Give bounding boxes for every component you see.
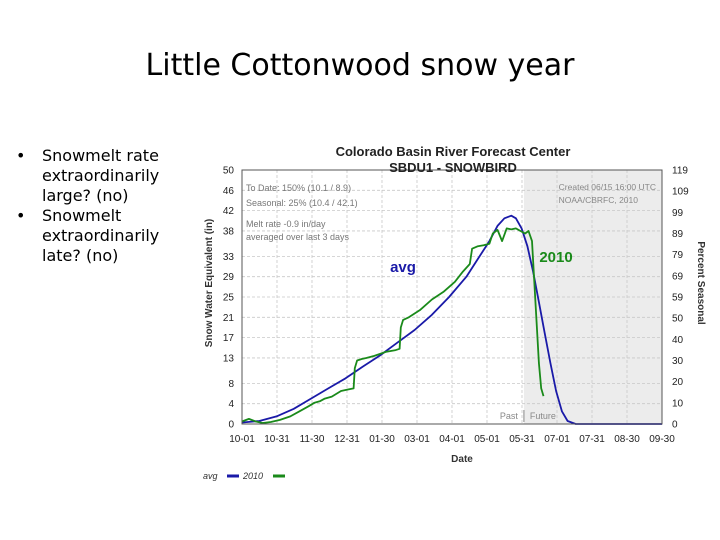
y2-tick-label: 59	[672, 293, 684, 304]
legend-label: 2010	[242, 471, 263, 481]
y2-tick-label: 79	[672, 250, 684, 261]
y-tick-label: 33	[223, 252, 235, 263]
info-line: Melt rate -0.9 in/day	[246, 219, 326, 229]
y-tick-label: 0	[228, 420, 234, 431]
x-tick-label: 05-01	[474, 434, 500, 445]
x-tick-label: 03-01	[404, 434, 430, 445]
y2-tick-label: 119	[672, 166, 688, 177]
x-tick-label: 11-30	[300, 434, 325, 445]
x-tick-label: 08-30	[614, 434, 640, 445]
annotation-avg: avg	[390, 259, 416, 276]
x-tick-label: 10-31	[264, 434, 290, 445]
x-axis-title: Date	[451, 454, 473, 465]
x-tick-label: 01-30	[369, 434, 395, 445]
y2-tick-label: 10	[672, 398, 684, 409]
bullet-item: Snowmelt extraordinarily late? (no)	[14, 206, 174, 266]
y2-axis-title: Percent Seasonal	[695, 241, 706, 325]
legend-label: avg	[203, 471, 218, 481]
y2-tick-label: 89	[672, 229, 684, 240]
y-tick-label: 42	[223, 206, 235, 217]
y-tick-label: 8	[228, 379, 234, 390]
info-line: To Date: 150% (10.1 / 8.9)	[246, 183, 351, 193]
y2-tick-label: 109	[672, 187, 689, 198]
info-line: averaged over last 3 days	[246, 232, 350, 242]
y-tick-label: 4	[228, 399, 234, 410]
y2-tick-label: 99	[672, 208, 684, 219]
plot-frame	[241, 169, 663, 425]
y-tick-label: 50	[223, 166, 235, 177]
past-label: Past	[500, 411, 519, 421]
slide-title: Little Cottonwood snow year	[145, 48, 575, 83]
y2-tick-label: 50	[672, 314, 684, 325]
y-tick-label: 17	[223, 333, 235, 344]
y-tick-label: 38	[223, 226, 235, 237]
y2-tick-label: 30	[672, 356, 684, 367]
x-tick-label: 07-31	[579, 434, 605, 445]
bullet-list: Snowmelt rate extraordinarily large? (no…	[14, 146, 174, 266]
y-tick-label: 29	[223, 272, 235, 283]
x-tick-label: 10-01	[229, 434, 255, 445]
info-line: Seasonal: 25% (10.4 / 42.1)	[246, 198, 358, 208]
x-tick-label: 07-01	[544, 434, 570, 445]
y-axis-title: Snow Water Equivalent (in)	[204, 219, 215, 348]
bullet-item: Snowmelt rate extraordinarily large? (no…	[14, 146, 174, 206]
y-tick-label: 46	[223, 186, 235, 197]
chart-subtitle: SBDU1 - SNOWBIRD	[389, 160, 517, 175]
x-tick-label: 04-01	[439, 434, 465, 445]
y-tick-label: 13	[223, 353, 235, 364]
y2-tick-label: 0	[672, 420, 678, 431]
chart-title: Colorado Basin River Forecast Center	[336, 144, 571, 159]
series-line-2010	[241, 227, 545, 424]
x-tick-label: 12-31	[334, 434, 360, 445]
credit-text: NOAA/CBRFC, 2010	[559, 195, 639, 205]
y-tick-label: 21	[223, 313, 235, 324]
y2-tick-label: 20	[672, 377, 684, 388]
annotation-2010: 2010	[539, 249, 572, 266]
x-tick-label: 09-30	[649, 434, 675, 445]
created-text: Created 06/15 16:00 UTC	[559, 182, 656, 192]
x-tick-label: 05-31	[509, 434, 535, 445]
y2-tick-label: 40	[672, 335, 684, 346]
y-tick-label: 25	[223, 293, 235, 304]
future-label: Future	[530, 411, 556, 421]
y2-tick-label: 69	[672, 271, 684, 282]
